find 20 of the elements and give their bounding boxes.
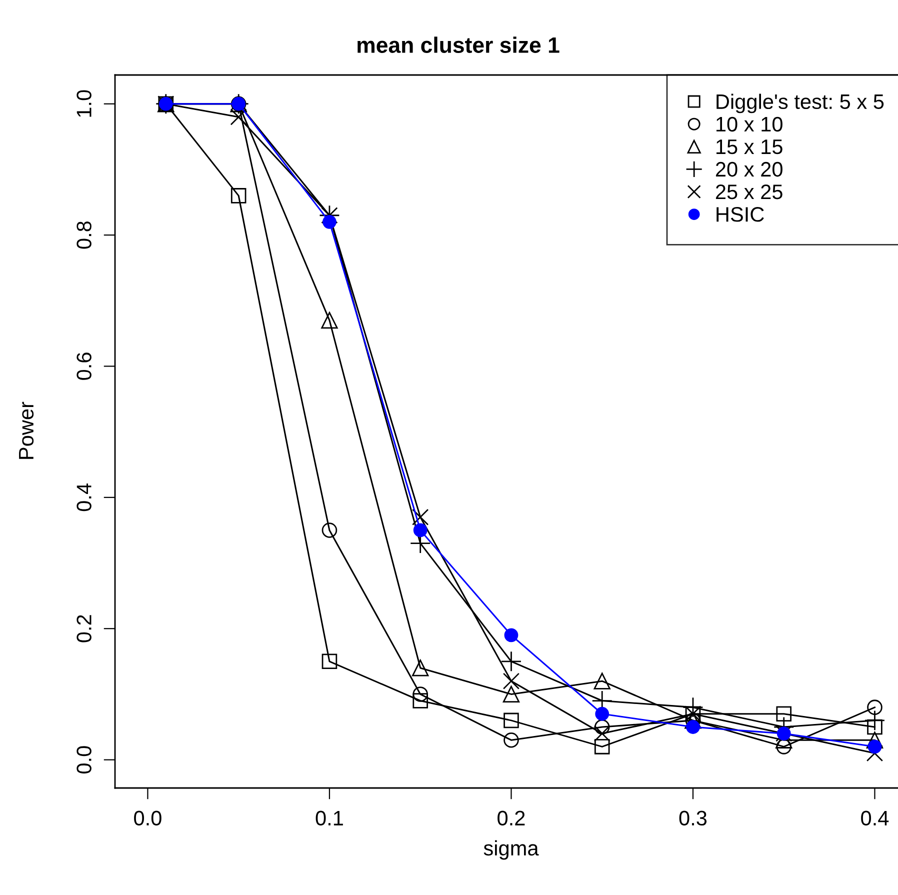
x-tick-label: 0.2 [498, 810, 525, 826]
legend-label: HSIC [716, 207, 764, 222]
y-tick-label: 0.2 [76, 615, 92, 642]
legend-label: 15 x 15 [716, 140, 782, 154]
y-tick-label: 0.4 [76, 484, 92, 512]
y-tick-label: 0.6 [76, 352, 92, 380]
x-tick-label: 0.1 [316, 810, 343, 826]
x-tick-label: 0.0 [134, 810, 162, 826]
chart-title: mean cluster size 1 [358, 36, 560, 53]
legend-label: Diggle's test: 5 x 5 [716, 94, 884, 114]
x-tick-label: 0.4 [861, 810, 889, 826]
y-tick-label: 0.8 [76, 221, 92, 249]
y-tick-label: 0.0 [76, 746, 92, 774]
y-tick-label: 1.0 [76, 90, 92, 117]
legend-label: 25 x 25 [716, 184, 782, 200]
y-axis-title: Power [19, 402, 34, 459]
legend-label: 10 x 10 [716, 116, 782, 132]
x-tick-label: 0.3 [679, 810, 707, 826]
legend-label: 20 x 20 [716, 162, 782, 177]
x-axis-title: sigma [484, 840, 539, 860]
